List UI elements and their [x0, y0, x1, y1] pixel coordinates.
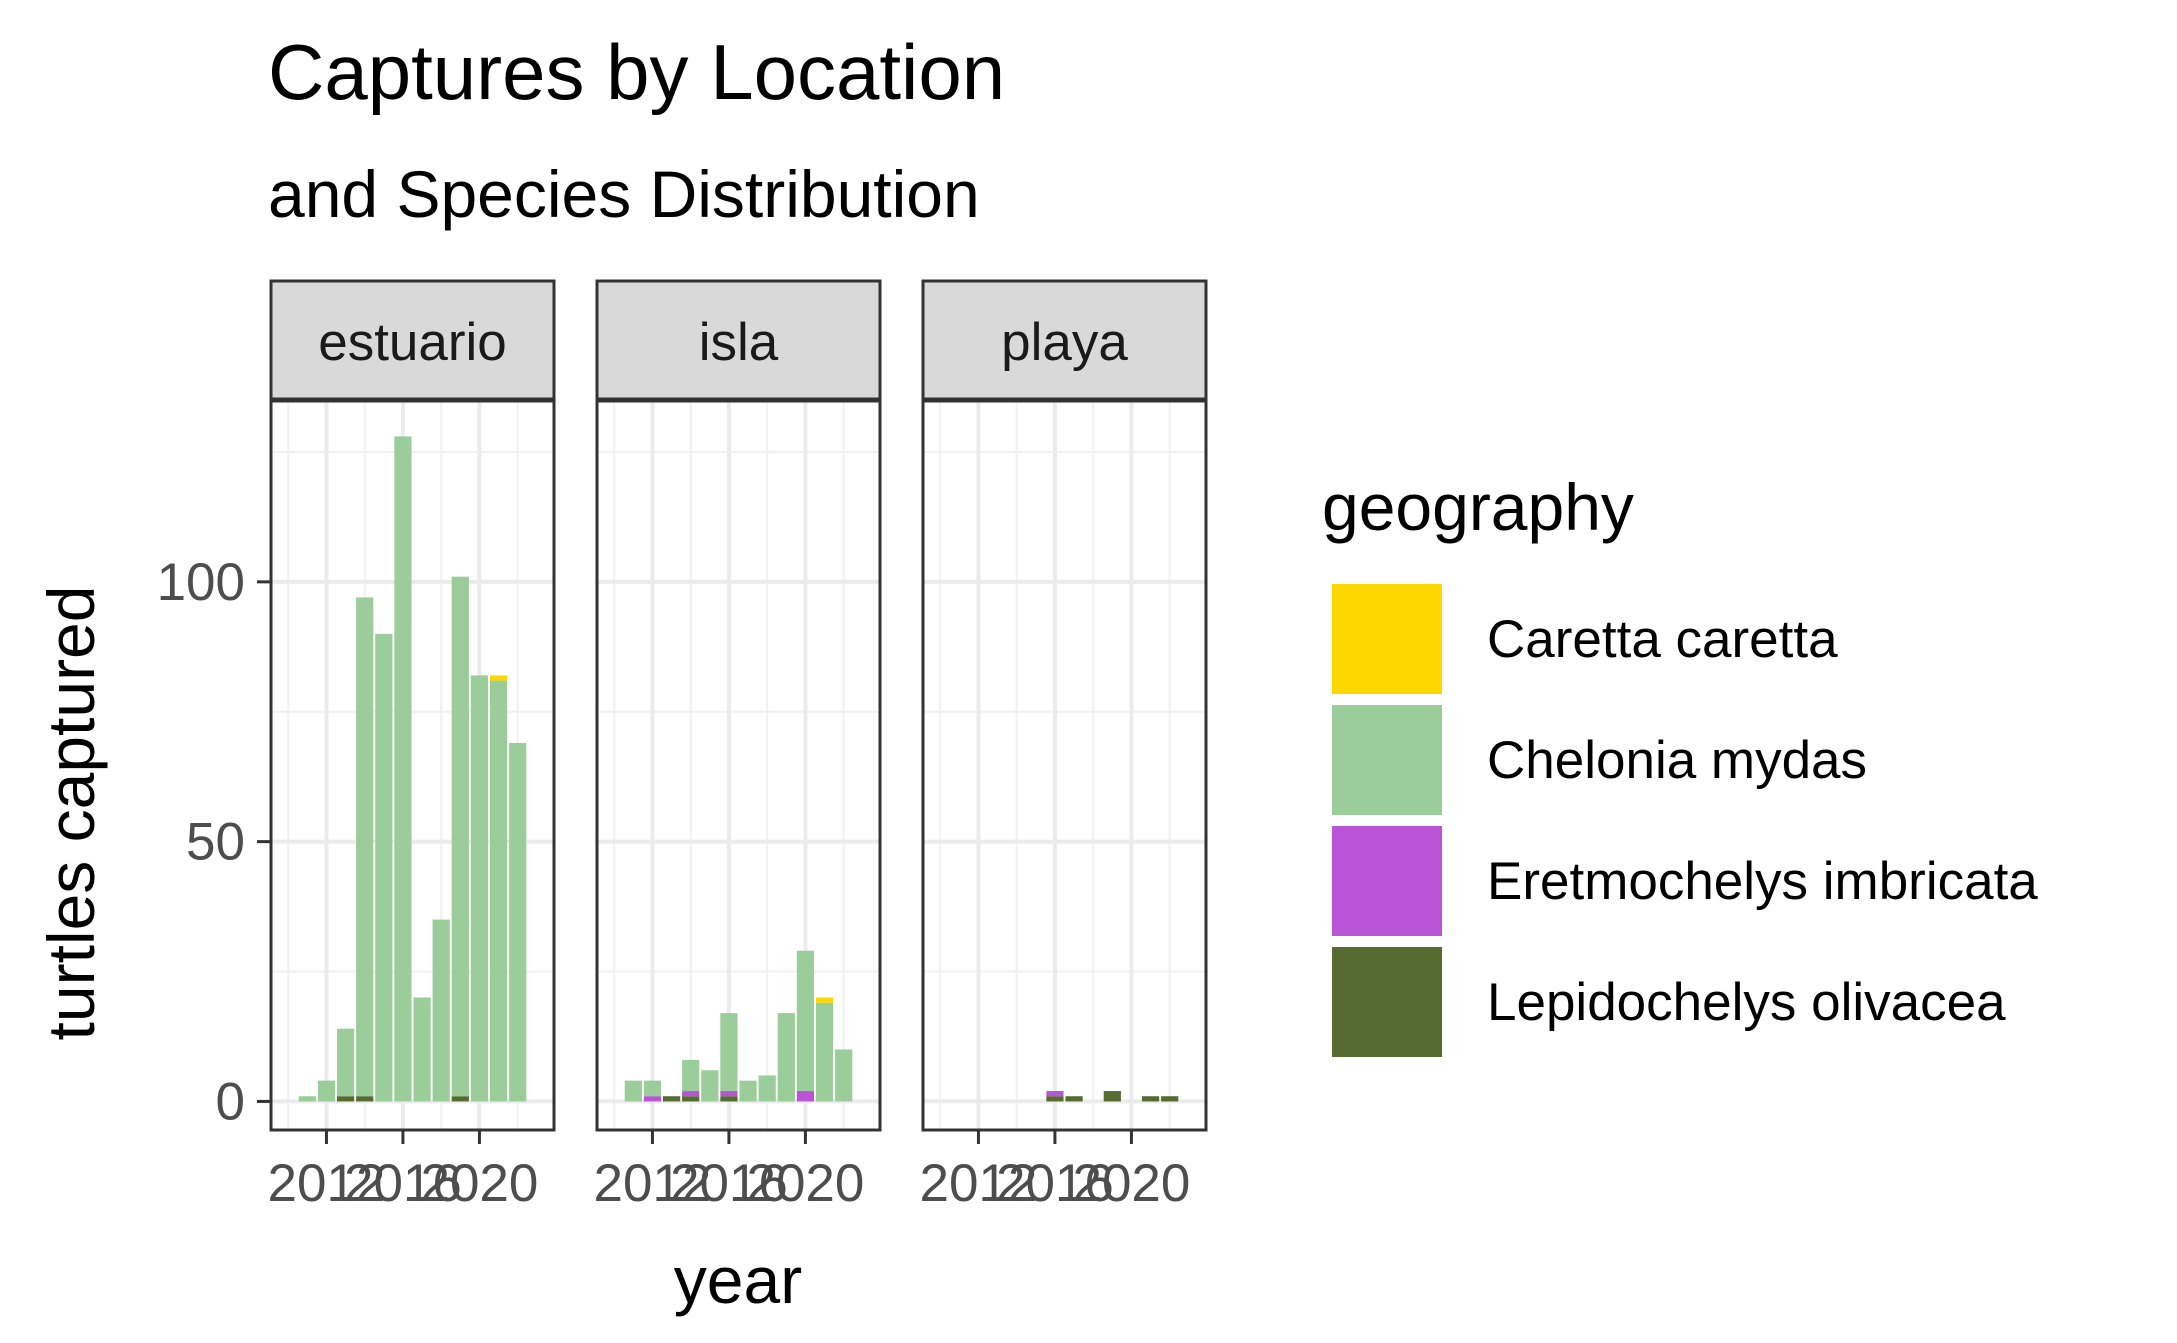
- bar-estuario-2013-lepidochelys: [336, 1096, 355, 1102]
- legend-key-chelonia: [1332, 705, 1442, 815]
- chart-subtitle: and Species Distribution: [268, 157, 980, 231]
- x-tick-label: 2016: [344, 1154, 462, 1213]
- x-tick-label: 2012: [267, 1154, 385, 1213]
- bar-playa-2019-lepidochelys: [1103, 1091, 1121, 1102]
- legend-key-caretta: [1332, 584, 1442, 694]
- legend: geography Caretta caretta Chelonia mydas E…: [1322, 470, 2038, 1057]
- x-tick-label: 2012: [919, 1154, 1037, 1213]
- x-tick-label: 2020: [1072, 1154, 1190, 1213]
- bar-estuario-2012-chelonia: [317, 1080, 336, 1102]
- bar-isla-2011-chelonia: [624, 1080, 642, 1102]
- y-tick-label: 0: [216, 1072, 245, 1131]
- bar-isla-2020-chelonia: [796, 950, 815, 1092]
- bar-isla-2016-eretmochelys: [720, 1091, 738, 1097]
- y-tick-label: 50: [186, 813, 245, 872]
- x-tick-label: 2020: [746, 1154, 864, 1213]
- bar-estuario-2016-chelonia: [394, 436, 412, 1102]
- bar-estuario-2014-chelonia: [356, 597, 374, 1097]
- bar-estuario-2019-chelonia: [451, 576, 469, 1097]
- bar-estuario-2021-chelonia: [489, 680, 508, 1102]
- bar-isla-2019-chelonia: [777, 1013, 795, 1102]
- bar-isla-2014-eretmochelys: [682, 1091, 700, 1097]
- bar-estuario-2015-chelonia: [375, 633, 393, 1102]
- bar-isla-2021-caretta: [815, 997, 834, 1003]
- bar-estuario-2013-chelonia: [336, 1028, 355, 1097]
- y-tick-label: 100: [157, 553, 245, 612]
- bar-estuario-2019-lepidochelys: [451, 1096, 469, 1102]
- bar-playa-2021-lepidochelys: [1141, 1096, 1160, 1102]
- legend-key-eretmochelys: [1332, 826, 1442, 936]
- bar-isla-2013-lepidochelys: [662, 1096, 681, 1102]
- bar-isla-2020-eretmochelys: [796, 1091, 815, 1102]
- bar-estuario-2020-chelonia: [470, 675, 489, 1102]
- panel-background: [923, 400, 1206, 1130]
- facet-strip: [595, 279, 882, 401]
- x-tick-label: 2016: [996, 1154, 1114, 1213]
- legend-label: Caretta caretta: [1487, 610, 1838, 669]
- x-tick-label: 2016: [670, 1154, 788, 1213]
- y-axis: 0 50 100: [157, 553, 271, 1131]
- bar-isla-2016-lepidochelys: [720, 1096, 738, 1102]
- bar-isla-2022-chelonia: [835, 1049, 853, 1102]
- bar-isla-2012-eretmochelys: [643, 1096, 662, 1102]
- x-tick-label: 2012: [593, 1154, 711, 1213]
- bar-isla-2012-chelonia: [643, 1080, 662, 1097]
- bar-estuario-2017-chelonia: [413, 997, 431, 1102]
- bar-playa-2017-lepidochelys: [1065, 1096, 1083, 1102]
- facet-label-playa: playa: [1001, 313, 1128, 372]
- panel-background: [597, 400, 880, 1130]
- bar-playa-2016-lepidochelys: [1046, 1096, 1064, 1102]
- x-axis-title: year: [674, 1243, 802, 1317]
- bar-isla-2015-chelonia: [701, 1070, 719, 1102]
- bar-isla-2016-chelonia: [720, 1013, 738, 1092]
- bar-isla-2021-chelonia: [815, 1002, 834, 1102]
- legend-label: Lepidochelys olivacea: [1487, 973, 2006, 1032]
- bar-playa-2022-lepidochelys: [1161, 1096, 1179, 1102]
- bar-isla-2014-chelonia: [682, 1059, 700, 1092]
- bar-estuario-2021-caretta: [489, 675, 508, 681]
- legend-label: Eretmochelys imbricata: [1487, 852, 2038, 911]
- facet-label-estuario: estuario: [318, 313, 507, 372]
- x-tick-label: 2020: [420, 1154, 538, 1213]
- bar-estuario-2011-chelonia: [298, 1096, 316, 1102]
- y-axis-title: turtles captured: [34, 586, 108, 1041]
- legend-key-lepidochelys: [1332, 947, 1442, 1057]
- bar-isla-2017-chelonia: [739, 1080, 757, 1102]
- bar-estuario-2022-chelonia: [509, 742, 527, 1102]
- bar-estuario-2014-lepidochelys: [356, 1096, 374, 1102]
- facet-label-isla: isla: [699, 313, 779, 372]
- legend-title: geography: [1322, 470, 1634, 544]
- bar-isla-2018-chelonia: [758, 1075, 776, 1102]
- bar-playa-2016-eretmochelys: [1046, 1091, 1064, 1097]
- bar-isla-2014-lepidochelys: [682, 1096, 700, 1102]
- facet-strip: [921, 279, 1208, 401]
- chart-title: Captures by Location: [268, 28, 1005, 116]
- facet-panels: estuario201220162020isla201220162020play…: [267, 279, 1208, 1213]
- legend-label: Chelonia mydas: [1487, 731, 1867, 790]
- bar-estuario-2018-chelonia: [432, 919, 450, 1102]
